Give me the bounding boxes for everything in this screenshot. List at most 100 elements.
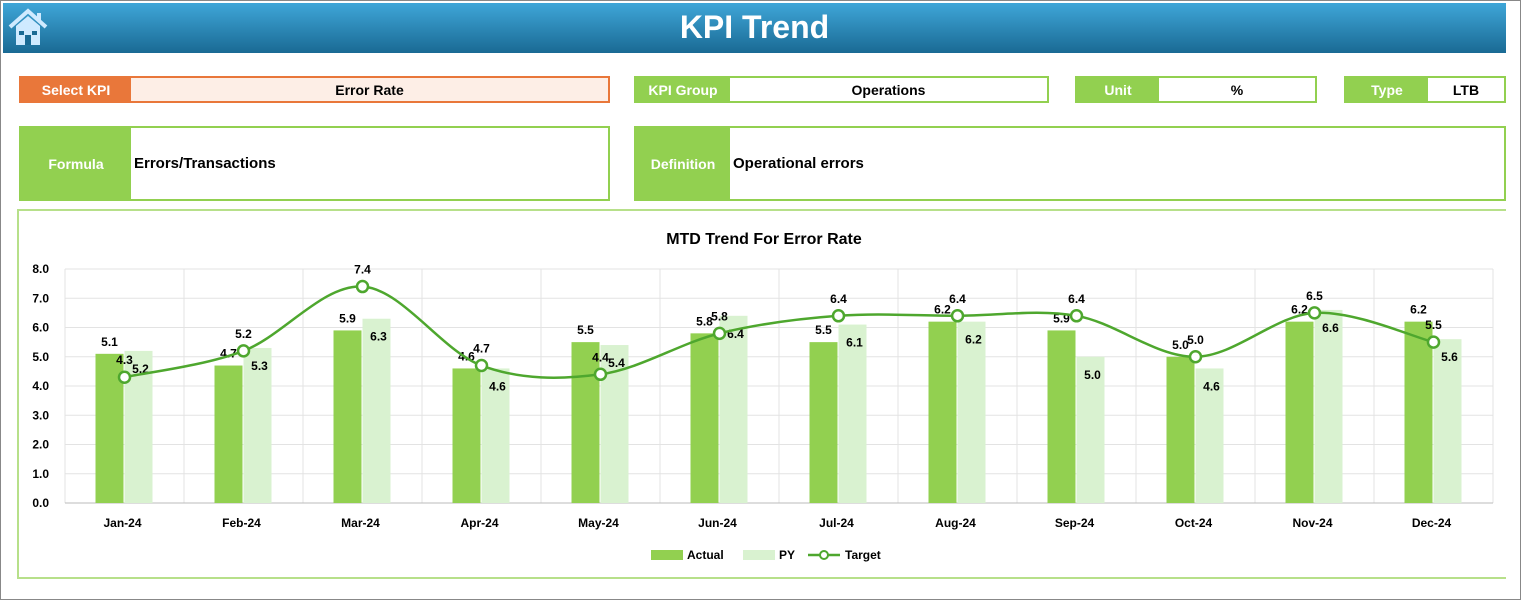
target-data-label: 4.7	[473, 342, 490, 356]
select-kpi-label: Select KPI	[21, 78, 131, 101]
legend-target-label: Target	[845, 548, 881, 562]
actual-bar	[1404, 321, 1433, 503]
legend-target-marker	[819, 550, 829, 560]
py-bar	[362, 318, 391, 503]
x-tick-label: May-24	[578, 516, 619, 530]
target-data-label: 4.3	[116, 353, 133, 367]
py-bar	[243, 347, 272, 503]
home-icon[interactable]	[7, 7, 49, 47]
select-kpi-dropdown[interactable]: Error Rate	[131, 78, 608, 101]
actual-bar	[571, 342, 600, 503]
header-bar: KPI Trend	[3, 3, 1506, 53]
y-tick-label: 5.0	[32, 350, 49, 364]
definition-label: Definition	[636, 128, 730, 199]
target-data-label: 6.5	[1306, 289, 1323, 303]
actual-data-label: 6.2	[1410, 303, 1427, 317]
y-tick-label: 0.0	[32, 496, 49, 510]
py-data-label: 6.3	[370, 330, 387, 344]
x-tick-label: Mar-24	[341, 516, 380, 530]
target-data-label: 6.4	[1068, 292, 1085, 306]
x-tick-label: Nov-24	[1292, 516, 1332, 530]
chart-panel: MTD Trend For Error Rate 0.0 1.0 2.0 3.0 4.0 5…	[17, 209, 1506, 579]
py-data-label: 5.0	[1084, 368, 1101, 382]
x-tick-label: Apr-24	[460, 516, 498, 530]
target-marker	[1426, 335, 1441, 349]
target-marker	[593, 367, 608, 382]
py-bar	[1314, 309, 1343, 503]
py-bar	[719, 315, 748, 503]
kpi-group-field: KPI Group Operations	[634, 76, 1049, 103]
type-label: Type	[1346, 78, 1428, 101]
target-data-label: 7.4	[354, 263, 371, 277]
select-kpi-field: Select KPI Error Rate	[19, 76, 610, 103]
actual-bar	[928, 321, 957, 503]
target-line	[124, 285, 1434, 379]
definition-field: Definition Operational errors	[634, 126, 1506, 201]
legend-actual-label: Actual	[687, 548, 724, 562]
py-bar	[481, 368, 510, 503]
y-tick-label: 6.0	[32, 321, 49, 335]
y-tick-label: 1.0	[32, 467, 49, 481]
target-marker	[1188, 350, 1203, 364]
actual-data-label: 5.0	[1172, 338, 1189, 352]
formula-field: Formula Errors/Transactions	[19, 126, 610, 201]
actual-bar	[690, 333, 719, 503]
actual-bar	[809, 342, 838, 503]
target-data-label: 5.8	[711, 309, 728, 323]
y-tick-label: 4.0	[32, 379, 49, 393]
x-tick-label: Sep-24	[1055, 516, 1095, 530]
unit-field: Unit %	[1075, 76, 1317, 103]
target-data-label: 5.2	[235, 327, 252, 341]
py-bar	[838, 324, 867, 503]
py-data-label: 4.6	[489, 379, 506, 393]
kpi-group-label: KPI Group	[636, 78, 730, 101]
actual-data-label: 5.9	[339, 311, 356, 325]
actual-bar	[1166, 356, 1195, 503]
actual-bar	[1047, 330, 1076, 503]
type-value: LTB	[1452, 81, 1480, 98]
target-marker	[950, 309, 965, 323]
y-tick-label: 8.0	[32, 262, 49, 276]
target-data-label: 5.0	[1187, 333, 1204, 347]
target-data-label: 5.5	[1425, 318, 1442, 332]
definition-value: Operational errors	[733, 155, 864, 172]
py-data-label: 6.6	[1322, 321, 1339, 335]
kpi-group-value: Operations	[851, 81, 926, 98]
target-marker	[236, 344, 251, 358]
py-bar	[957, 321, 986, 503]
y-tick-label: 7.0	[32, 291, 49, 305]
actual-bar	[333, 330, 362, 503]
actual-data-label: 5.1	[101, 335, 118, 349]
unit-label: Unit	[1077, 78, 1159, 101]
x-tick-label: Jul-24	[819, 516, 854, 530]
py-data-label: 6.2	[965, 333, 982, 347]
py-bar	[1195, 368, 1224, 503]
py-bar	[1433, 339, 1462, 503]
page-title: KPI Trend	[679, 9, 830, 45]
target-data-label: 6.4	[949, 292, 966, 306]
target-marker	[117, 370, 132, 384]
actual-data-label: 6.2	[934, 303, 951, 317]
y-tick-label: 2.0	[32, 438, 49, 452]
legend-py-label: PY	[779, 548, 795, 562]
legend-py-swatch	[743, 550, 775, 560]
actual-data-label: 5.5	[577, 323, 594, 337]
formula-label: Formula	[21, 128, 131, 199]
mtd-trend-chart: MTD Trend For Error Rate 0.0 1.0 2.0 3.0 4.0 5…	[32, 231, 1494, 562]
target-marker	[1069, 309, 1084, 323]
x-tick-label: Jan-24	[103, 516, 141, 530]
target-marker	[355, 279, 370, 294]
target-data-label: 4.4	[592, 350, 609, 364]
target-marker	[474, 358, 489, 373]
x-tick-label: Aug-24	[935, 516, 976, 530]
type-field: Type LTB	[1344, 76, 1506, 103]
target-marker	[831, 309, 846, 323]
target-marker	[1307, 306, 1322, 320]
actual-bar	[214, 365, 243, 503]
target-marker	[712, 326, 727, 341]
x-tick-label: Dec-24	[1412, 516, 1452, 530]
legend-actual-swatch	[651, 550, 683, 560]
x-tick-label: Feb-24	[222, 516, 261, 530]
formula-value: Errors/Transactions	[134, 155, 276, 172]
actual-bar	[1285, 321, 1314, 503]
